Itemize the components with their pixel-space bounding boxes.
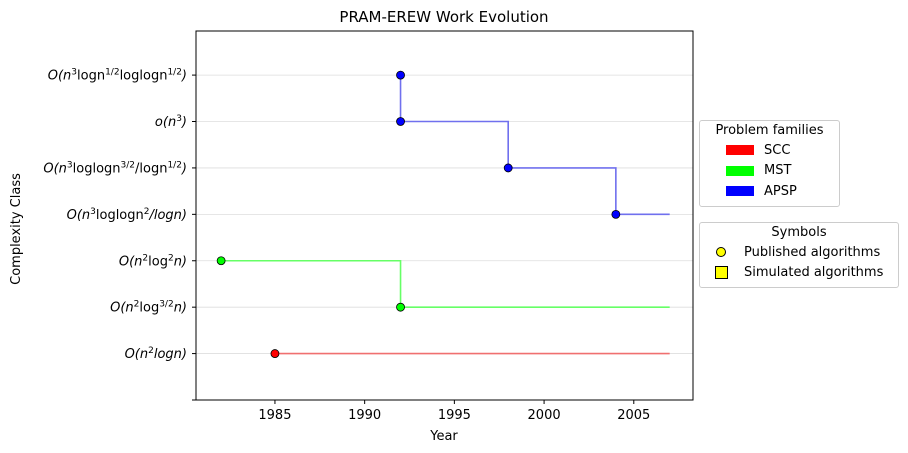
legend-symbols-title: Symbols <box>771 225 827 240</box>
y-tick-label: O(n3logn1/2loglogn1/2) <box>48 68 187 84</box>
data-point-mst <box>216 256 226 266</box>
data-point-mst <box>396 302 405 312</box>
data-point-apsp <box>396 117 405 126</box>
legend-item-published: Published algorithms <box>700 242 898 263</box>
data-point-apsp <box>611 209 621 219</box>
data-point-apsp <box>503 163 513 173</box>
y-tick-label: O(n2log2n) <box>119 253 187 269</box>
legend-label-mst: MST <box>764 163 792 179</box>
y-tick-label: o(n3) <box>155 114 187 130</box>
circle-marker-icon <box>716 247 726 258</box>
y-tick-label: O(n2log3/2n) <box>110 300 187 316</box>
legend-label-apsp: APSP <box>764 183 797 199</box>
legend-label-published: Published algorithms <box>744 244 881 260</box>
legend-swatch-apsp <box>726 186 754 197</box>
legend-swatch-scc <box>726 145 754 156</box>
legend-swatch-mst <box>726 165 754 176</box>
y-axis-label: Complexity Class <box>9 173 24 285</box>
legend-label-simulated: Simulated algorithms <box>744 265 884 281</box>
x-tick-label: 1995 <box>438 408 471 423</box>
data-point-apsp <box>396 70 405 80</box>
y-tick-label: O(n2logn) <box>125 346 187 362</box>
legend-problem-families: Problem families SCC MST APSP <box>699 120 840 207</box>
x-tick-label: 2005 <box>617 408 650 423</box>
series-line-mst <box>221 259 670 308</box>
legend-families-title: Problem families <box>715 123 824 138</box>
x-axis-label: Year <box>429 429 458 444</box>
x-tick-label: 1985 <box>258 408 291 423</box>
plot-frame <box>195 30 694 401</box>
x-tick-label: 1990 <box>348 408 381 423</box>
legend-item-simulated: Simulated algorithms <box>700 263 898 284</box>
chart-title: PRAM-EREW Work Evolution <box>339 8 548 26</box>
series-line-apsp <box>399 75 670 216</box>
y-tick-label: O(n3loglogn3/2/logn1/2) <box>43 160 187 176</box>
legend-item-mst: MST <box>700 161 839 182</box>
legend-item-scc: SCC <box>700 140 839 161</box>
legend-symbols: Symbols Published algorithms Simulated a… <box>699 222 899 288</box>
data-point-scc <box>270 349 280 358</box>
x-tick-label: 2000 <box>528 408 561 423</box>
square-marker-icon <box>715 266 728 280</box>
legend-item-apsp: APSP <box>700 181 839 202</box>
legend-label-scc: SCC <box>764 142 791 158</box>
y-tick-label: O(n3loglogn2/logn) <box>67 207 187 223</box>
